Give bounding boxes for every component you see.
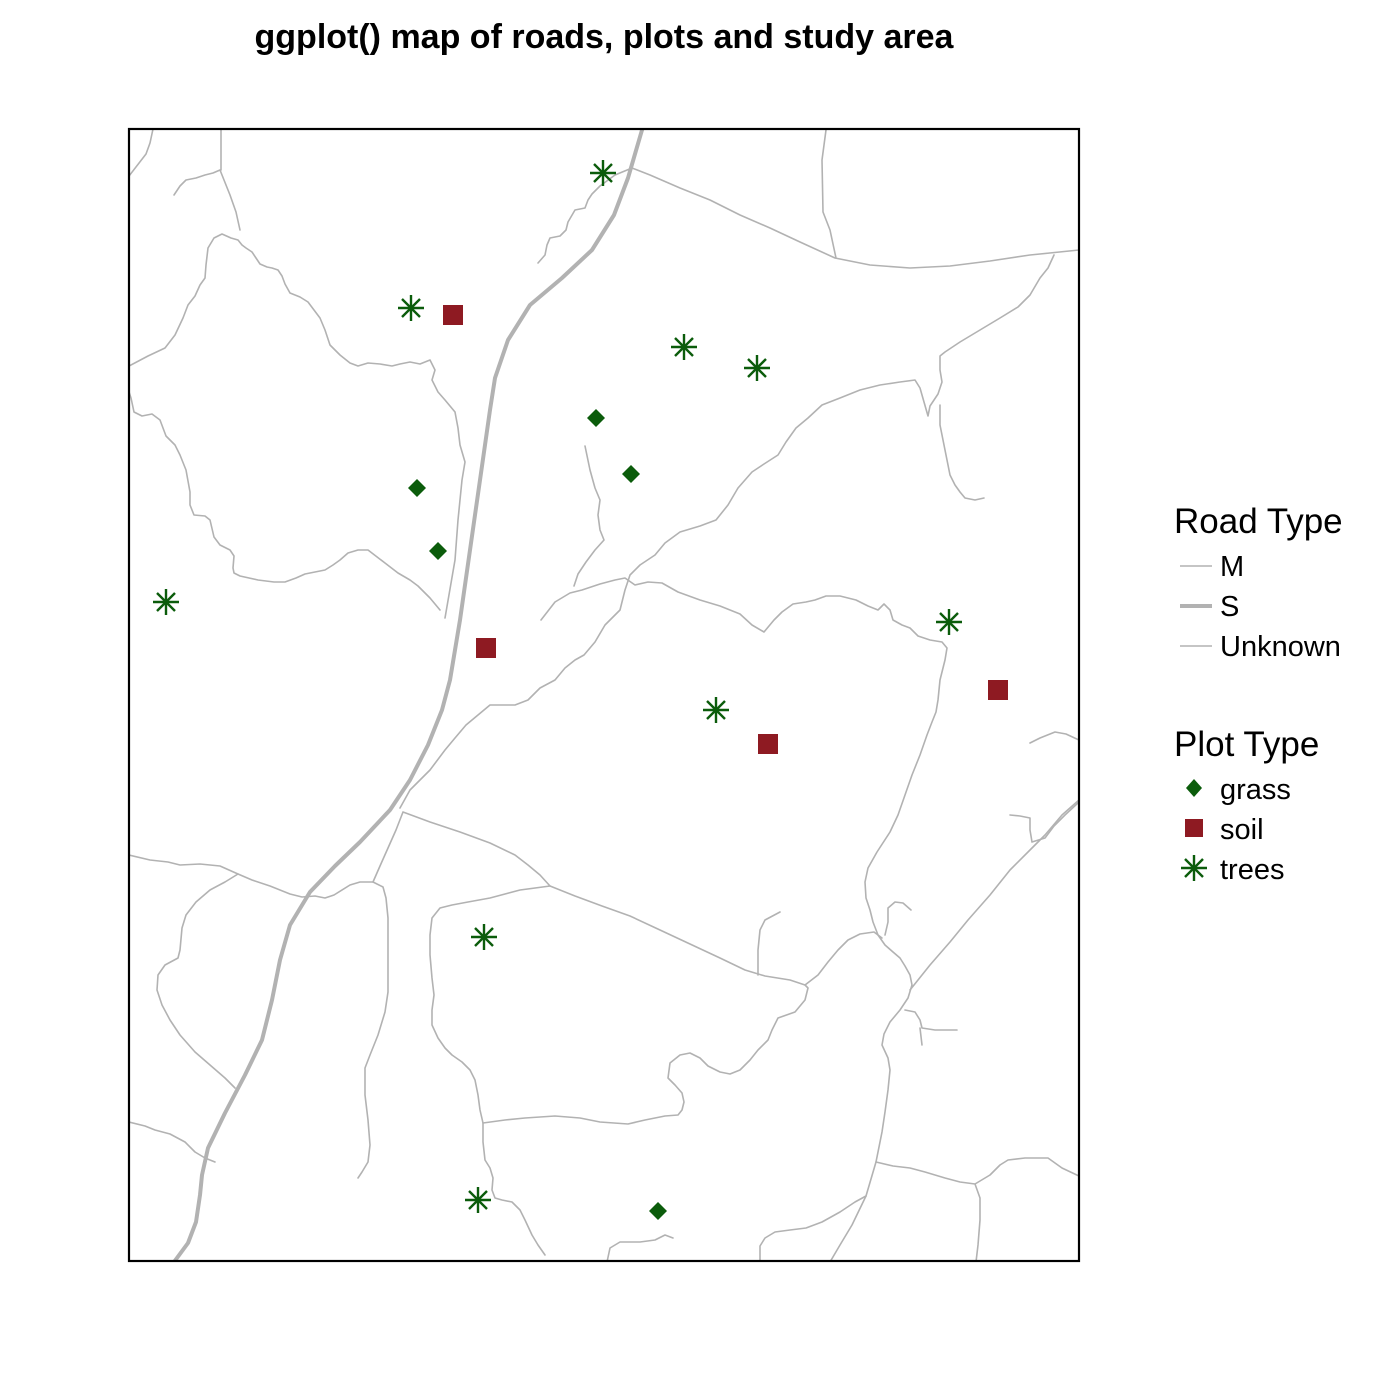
road-m (1029, 731, 1079, 744)
legend-soil-key-square-icon (1185, 819, 1203, 837)
map-title: ggplot() map of roads, plots and study a… (254, 18, 954, 56)
road-m (129, 129, 154, 177)
road-m (429, 885, 551, 1256)
legend-grass-label: grass (1220, 774, 1291, 806)
plot-point-soil (758, 734, 778, 754)
plot-point-trees (744, 355, 770, 381)
road-m (875, 1161, 981, 1261)
road-s-main (172, 129, 644, 1261)
plot-point-trees (936, 609, 962, 635)
plot-point-trees (590, 160, 616, 186)
legend-road-m-label: M (1220, 551, 1244, 583)
road-m (909, 799, 1079, 991)
panel-background (129, 129, 1079, 1261)
plot-point-trees (671, 334, 697, 360)
road-m (129, 233, 466, 619)
road-m (606, 1234, 674, 1261)
legend-plot-type: Plot Type grass soil trees (1174, 725, 1319, 886)
plot-point-trees (465, 1187, 491, 1213)
plot-points (153, 160, 1008, 1220)
road-m (129, 854, 389, 1179)
plot-point-grass (622, 465, 640, 483)
legend-road-s-label: S (1220, 591, 1239, 623)
road-m (757, 911, 781, 976)
plot-point-soil (476, 638, 496, 658)
legend-grass-key-diamond-icon (1186, 779, 1202, 797)
plot-point-grass (587, 409, 605, 427)
road-m (884, 901, 912, 936)
road-m (129, 391, 441, 611)
legend-soil-label: soil (1220, 814, 1264, 846)
road-m (759, 1195, 867, 1261)
road-m (537, 167, 1079, 269)
plot-point-trees (471, 924, 497, 950)
road-m (939, 404, 985, 501)
map-panel (127, 127, 1081, 1263)
road-m (129, 1121, 216, 1163)
road-m (1009, 801, 1079, 843)
road-network (129, 129, 1079, 1261)
plot-point-grass (408, 479, 426, 497)
plot-point-grass (429, 542, 447, 560)
road-m (804, 931, 883, 986)
road-m (904, 1009, 958, 1031)
legend-trees-label: trees (1220, 854, 1284, 886)
plot-point-soil (988, 680, 1008, 700)
road-m (173, 169, 241, 231)
plot-point-trees (398, 295, 424, 321)
plot-point-grass (649, 1202, 667, 1220)
legend: Road Type M S Unknown Plot Type grass so… (1174, 502, 1343, 886)
road-m (540, 577, 948, 1261)
road-m (974, 1157, 1079, 1185)
road-m (821, 129, 837, 259)
plot-point-trees (153, 589, 179, 615)
legend-plot-type-title: Plot Type (1174, 725, 1319, 764)
road-m (156, 873, 239, 1089)
legend-road-type: Road Type M S Unknown (1174, 502, 1343, 663)
road-m (372, 811, 809, 1125)
legend-road-unknown-label: Unknown (1220, 631, 1341, 663)
road-m (573, 445, 605, 587)
legend-trees-key-asterisk-icon (1181, 855, 1207, 881)
plot-point-trees (703, 697, 729, 723)
legend-road-type-title: Road Type (1174, 502, 1343, 541)
panel-border (127, 127, 1081, 1263)
plot-point-soil (443, 305, 463, 325)
road-m (919, 1027, 923, 1046)
road-m (399, 254, 1055, 809)
